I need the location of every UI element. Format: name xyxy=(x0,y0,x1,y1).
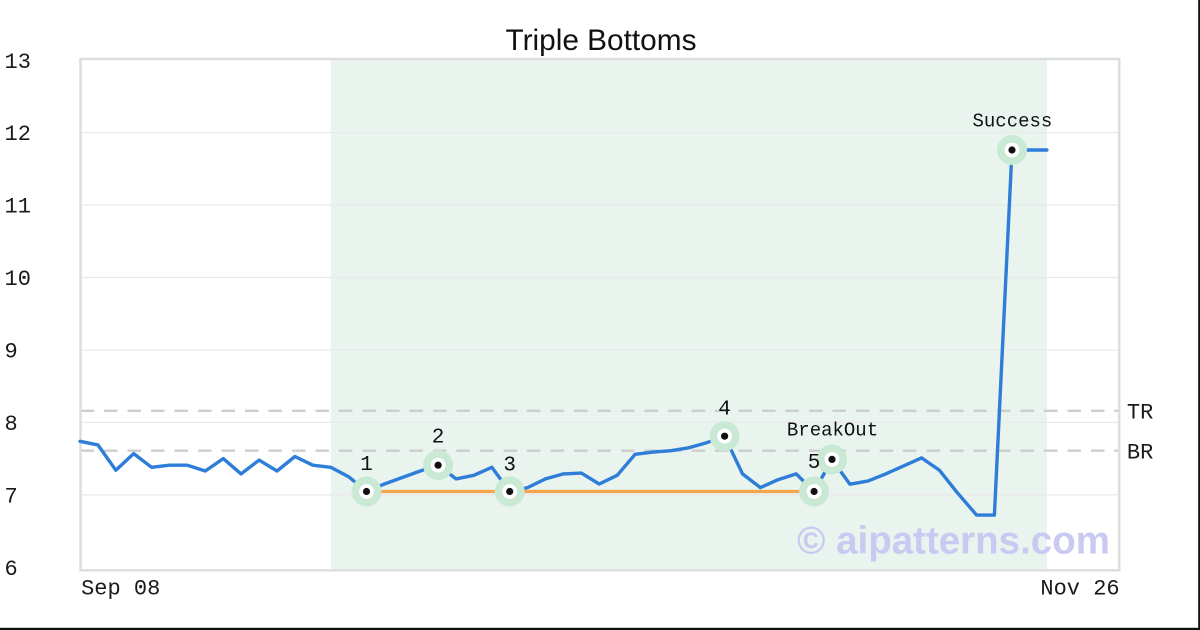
svg-text:10: 10 xyxy=(5,267,31,292)
svg-text:5: 5 xyxy=(808,452,821,475)
svg-text:1: 1 xyxy=(360,454,373,477)
svg-text:© aipatterns.com: © aipatterns.com xyxy=(797,520,1110,563)
svg-text:Nov 26: Nov 26 xyxy=(1040,576,1119,601)
svg-text:6: 6 xyxy=(5,557,18,582)
svg-text:BreakOut: BreakOut xyxy=(787,419,878,441)
svg-text:8: 8 xyxy=(5,412,18,437)
svg-text:TR: TR xyxy=(1127,400,1153,425)
svg-text:Success: Success xyxy=(972,110,1052,132)
svg-text:11: 11 xyxy=(5,195,31,220)
svg-text:Triple Bottoms: Triple Bottoms xyxy=(506,24,697,57)
svg-text:13: 13 xyxy=(5,50,31,75)
svg-text:4: 4 xyxy=(718,398,731,421)
svg-text:Sep 08: Sep 08 xyxy=(81,576,160,601)
svg-text:9: 9 xyxy=(5,340,18,365)
svg-text:7: 7 xyxy=(5,485,18,510)
svg-text:3: 3 xyxy=(503,454,516,477)
svg-text:2: 2 xyxy=(432,427,445,450)
svg-text:12: 12 xyxy=(5,122,31,147)
svg-text:BR: BR xyxy=(1127,441,1153,466)
